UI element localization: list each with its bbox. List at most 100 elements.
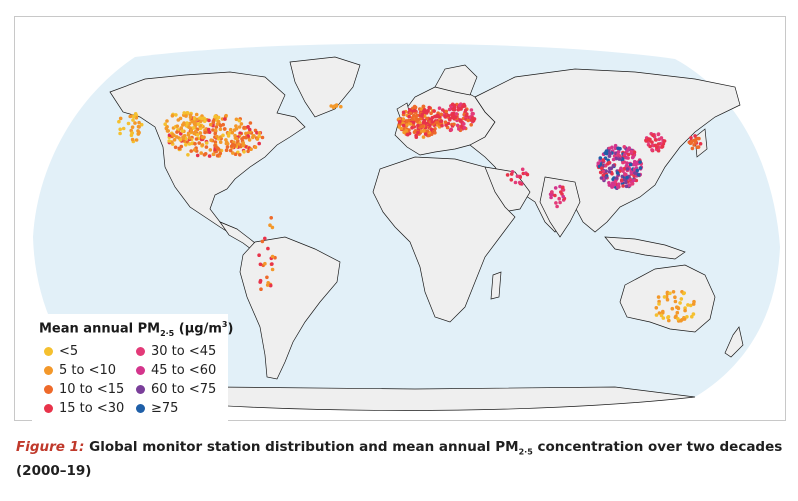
station-dot xyxy=(525,172,530,177)
station-dot xyxy=(184,114,188,118)
station-dot xyxy=(683,308,687,313)
station-dot xyxy=(420,112,424,117)
station-dot xyxy=(616,149,621,154)
station-dot xyxy=(437,106,442,110)
station-dot xyxy=(401,123,406,128)
station-dot xyxy=(182,121,186,125)
station-dot xyxy=(458,118,463,122)
station-dot xyxy=(133,121,137,125)
station-dot xyxy=(421,104,426,109)
legend-dot xyxy=(44,385,53,394)
station-dot xyxy=(429,117,434,121)
station-dot xyxy=(650,148,654,152)
station-dot xyxy=(638,160,642,164)
station-dot xyxy=(165,119,169,123)
station-dot xyxy=(464,113,469,118)
station-dot xyxy=(257,253,261,257)
station-dot xyxy=(182,111,186,115)
station-dot xyxy=(452,122,456,127)
station-dot xyxy=(627,146,631,150)
station-dot xyxy=(422,118,427,123)
station-dot xyxy=(693,140,698,144)
station-dot xyxy=(611,163,616,168)
station-dot xyxy=(654,306,659,310)
legend-dot xyxy=(44,404,53,413)
station-dot xyxy=(662,139,667,143)
station-dot xyxy=(444,109,449,114)
station-dot xyxy=(625,161,629,165)
station-dot xyxy=(118,116,123,121)
station-dot xyxy=(234,124,238,128)
station-dot xyxy=(682,291,686,295)
station-dot xyxy=(657,302,661,306)
station-dot xyxy=(610,145,614,150)
station-dot xyxy=(469,108,474,112)
station-dot xyxy=(265,283,270,287)
station-dot xyxy=(246,149,250,154)
station-dot xyxy=(443,114,448,119)
station-dot xyxy=(413,108,417,113)
station-dot xyxy=(601,158,605,162)
station-dot xyxy=(133,112,138,116)
station-dot xyxy=(196,122,201,126)
map-figure: Mean annual PM2·5 (µg/m3) <5 5 to <10 10… xyxy=(14,16,786,424)
station-dot xyxy=(453,105,457,110)
station-dot xyxy=(679,297,684,301)
station-dot xyxy=(229,144,234,148)
station-dot xyxy=(415,113,419,118)
station-dot xyxy=(270,225,275,230)
station-dot xyxy=(607,166,612,171)
station-dot xyxy=(413,105,418,110)
station-dot xyxy=(192,148,197,152)
station-dot xyxy=(678,301,682,305)
legend-item: 45 to <60 xyxy=(136,363,216,378)
station-dot xyxy=(235,136,239,141)
station-dot xyxy=(132,114,136,119)
station-dot xyxy=(690,314,694,319)
station-dot xyxy=(223,117,227,121)
station-dot xyxy=(195,153,200,158)
station-dot xyxy=(263,236,267,241)
south-america xyxy=(239,236,341,380)
station-dot xyxy=(554,201,558,205)
station-dot xyxy=(689,140,694,144)
station-dot xyxy=(194,112,199,117)
station-dot xyxy=(624,163,629,168)
station-dot xyxy=(632,174,636,178)
station-dot xyxy=(670,306,675,311)
station-dot xyxy=(197,141,201,145)
station-dot xyxy=(411,120,416,125)
station-dot xyxy=(401,110,406,115)
station-dot xyxy=(607,154,612,158)
station-dot xyxy=(648,144,652,149)
station-dot xyxy=(187,136,192,140)
station-dot xyxy=(237,118,242,123)
station-dot xyxy=(461,122,466,126)
station-dot xyxy=(596,161,601,165)
station-dot xyxy=(207,154,212,158)
station-dot xyxy=(432,109,436,113)
station-dot xyxy=(185,121,189,125)
station-dot xyxy=(188,113,193,117)
station-dot xyxy=(233,152,238,156)
station-dot xyxy=(447,107,452,112)
station-dot xyxy=(635,168,640,173)
station-dot xyxy=(619,166,623,171)
station-dot xyxy=(187,125,191,129)
station-dot xyxy=(202,119,207,123)
station-dot xyxy=(397,117,401,121)
station-dot xyxy=(628,162,633,167)
station-dot xyxy=(656,132,661,136)
monitor-stations xyxy=(117,102,703,323)
station-dot xyxy=(692,143,696,147)
station-dot xyxy=(216,115,221,120)
station-dot xyxy=(470,116,475,120)
station-dot xyxy=(420,129,424,133)
station-dot xyxy=(215,134,219,139)
station-dot xyxy=(616,152,620,157)
station-dot xyxy=(214,125,219,129)
station-dot xyxy=(686,303,690,307)
station-dot xyxy=(430,120,435,124)
station-dot xyxy=(625,175,629,180)
station-dot xyxy=(673,295,677,300)
